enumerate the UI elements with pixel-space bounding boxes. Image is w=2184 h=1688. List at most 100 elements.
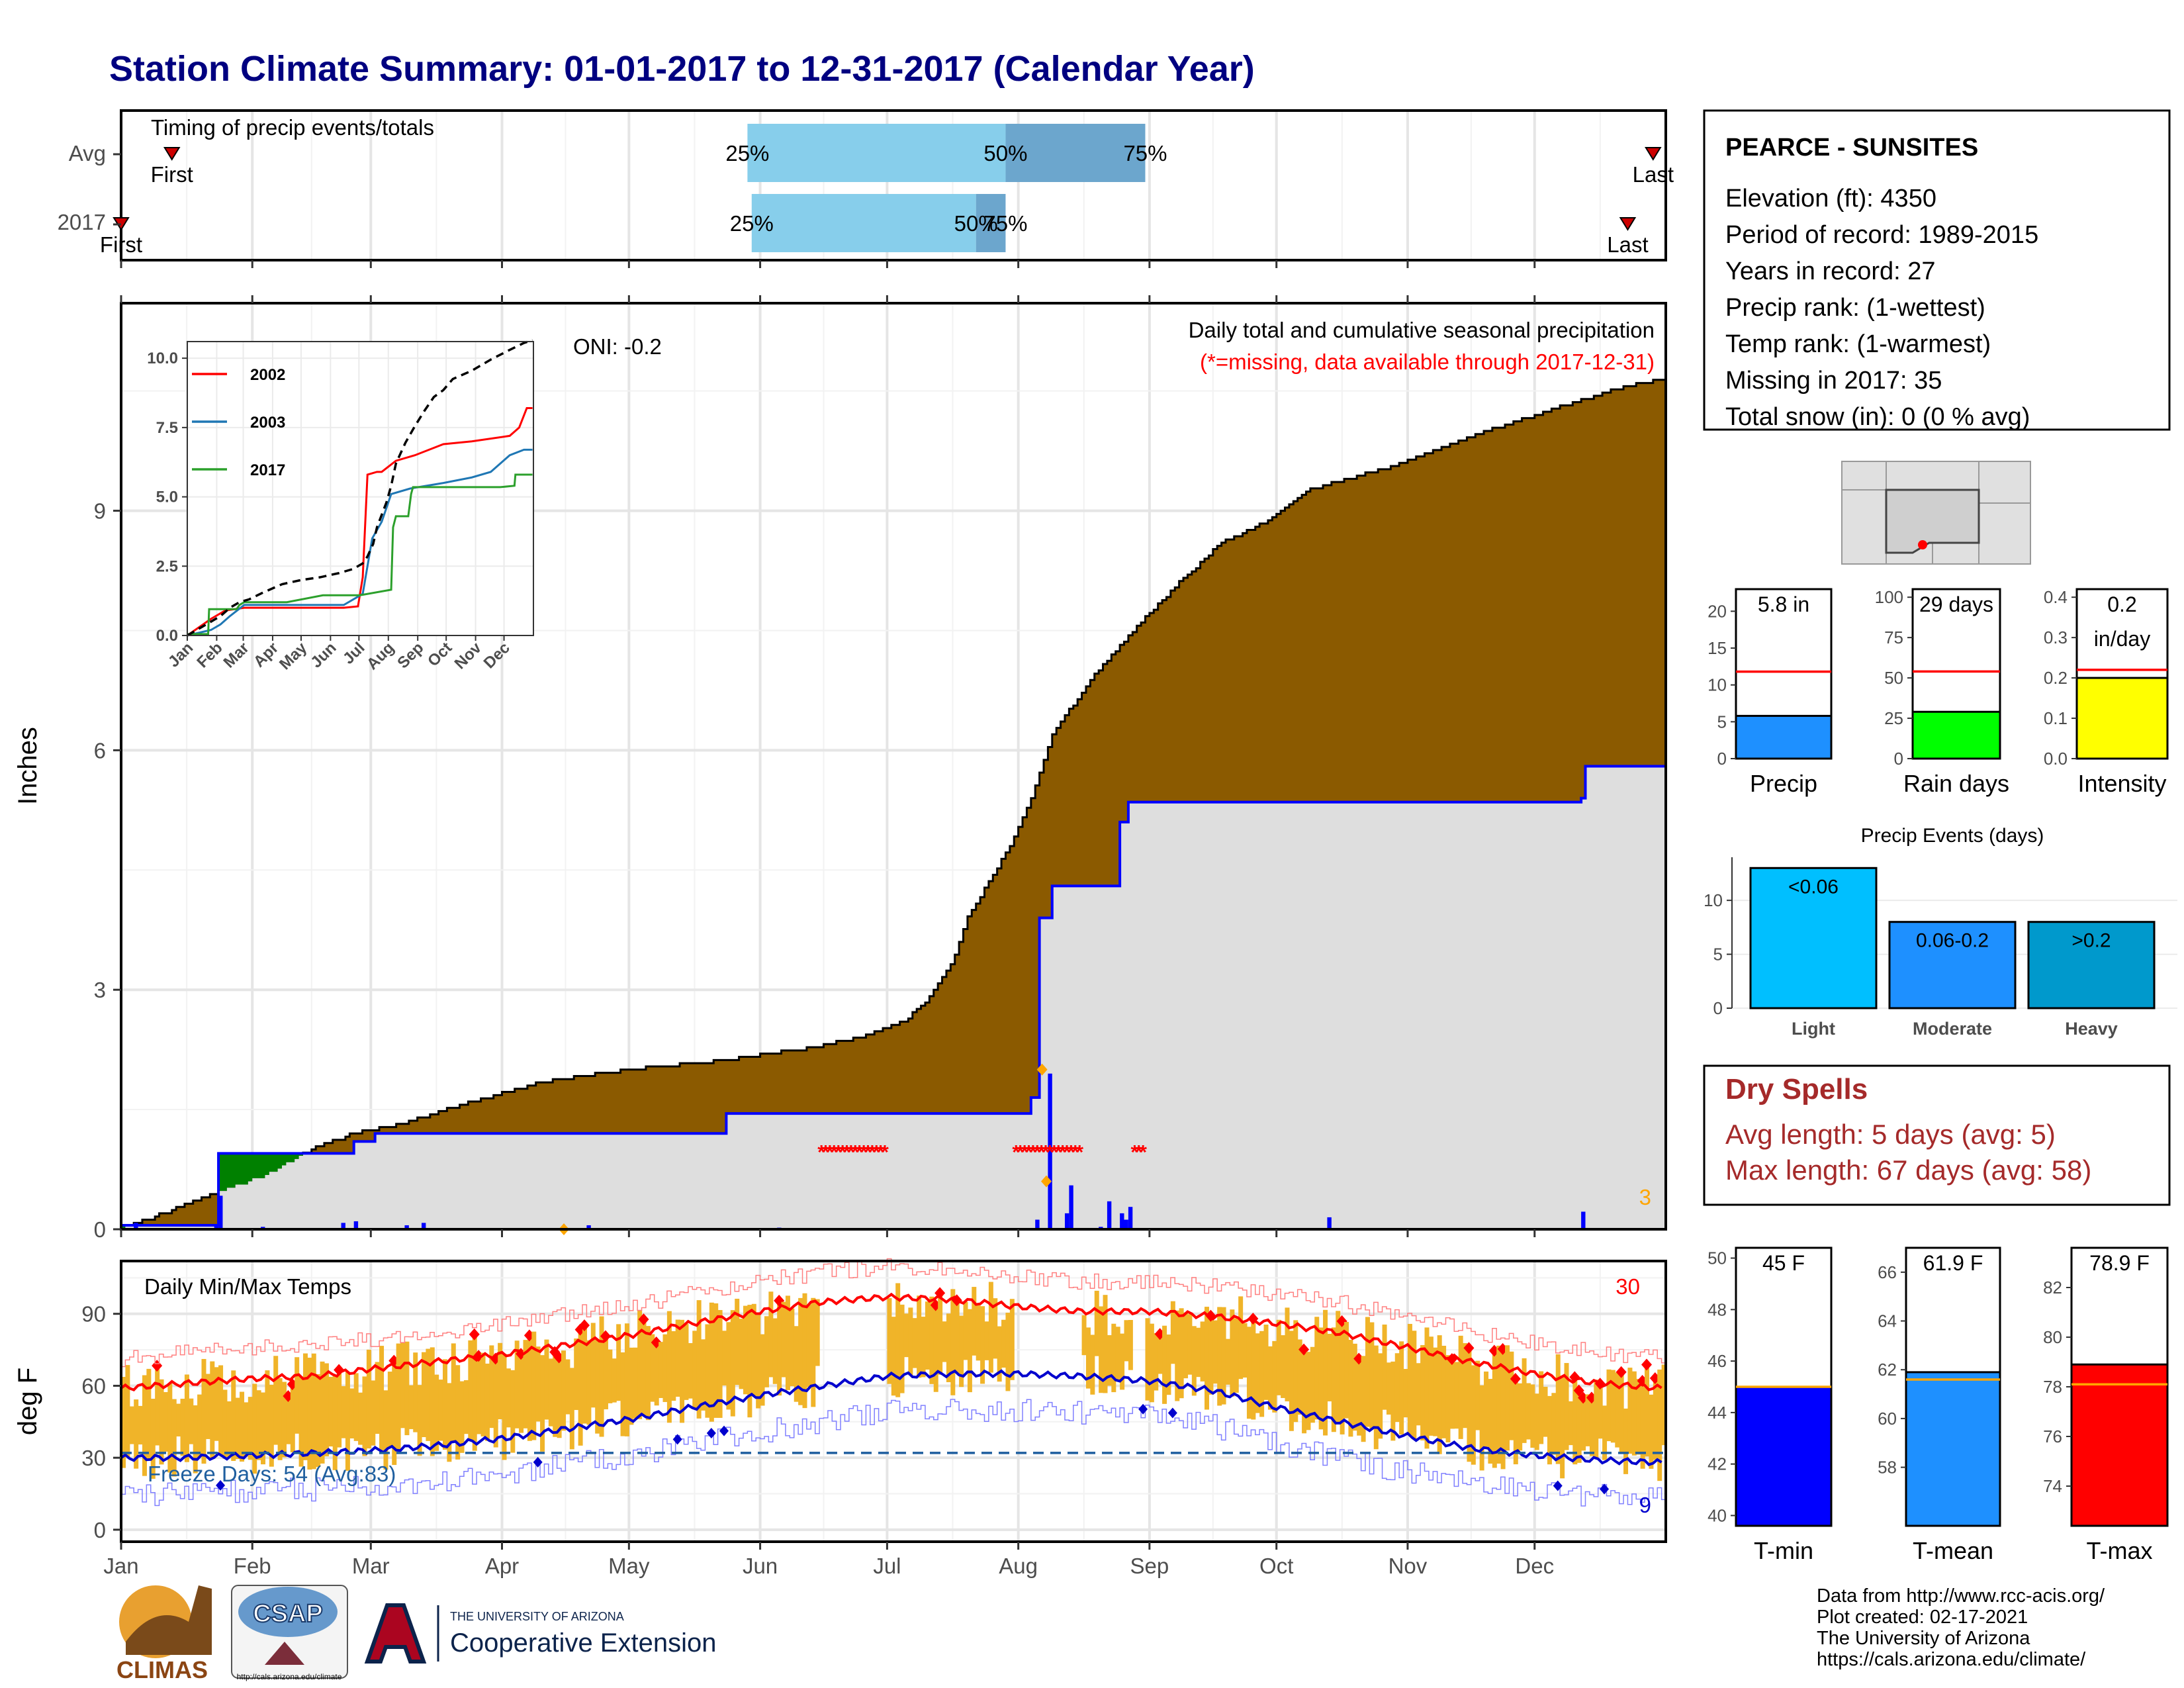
record-low-marker: [533, 1456, 543, 1468]
daily-temp-range-bar: [1352, 1343, 1357, 1431]
inset-x-tick-label: Apr: [250, 639, 282, 671]
inset-x-tick-label: Dec: [480, 639, 514, 672]
daily-temp-range-bar: [387, 1372, 392, 1448]
inset-x-tick-label: Mar: [220, 639, 253, 671]
station-info-line: Missing in 2017: 35: [1725, 367, 1942, 395]
timing-last-label: Last: [1633, 162, 1674, 187]
temp-y-tick-label: 30: [81, 1446, 106, 1470]
daily-temp-range-bar: [265, 1370, 270, 1454]
daily-temp-range-bar: [1441, 1346, 1447, 1438]
daily-temp-range-bar: [1336, 1311, 1341, 1424]
daily-temp-range-bar: [709, 1302, 714, 1422]
daily-temp-range-bar: [1518, 1383, 1523, 1451]
daily-temp-range-bar: [472, 1334, 477, 1451]
timing-last-marker: [1619, 217, 1637, 231]
daily-temp-range-bar: [138, 1405, 143, 1445]
daily-temp-range-bar: [1551, 1393, 1557, 1455]
daily-temp-range-bar: [887, 1298, 892, 1384]
daily-temp-range-bar: [1323, 1309, 1328, 1436]
daily-temp-range-bar: [1344, 1322, 1349, 1419]
inset-y-tick-label: 10.0: [147, 350, 178, 367]
daily-temp-range-bar: [1302, 1349, 1307, 1434]
mini-bar-chart-precip: 0 5 10 15 20 5.8 in Precip: [1707, 588, 1833, 797]
daily-record-marker: [1036, 1063, 1048, 1076]
daily-temp-range-bar: [468, 1340, 473, 1440]
mini-bar-value-label: 29 days: [1919, 592, 1993, 616]
mini-bar-name: Rain days: [1903, 770, 2009, 797]
timing-q75-label: 75%: [1123, 141, 1167, 165]
daily-temp-range-bar: [1505, 1345, 1510, 1451]
daily-temp-range-bar: [912, 1318, 917, 1368]
missing-day-marker: *: [826, 1141, 834, 1163]
inset-y-tick-label: 5.0: [156, 489, 178, 506]
daily-temp-range-bar: [463, 1380, 469, 1434]
mini-bar-y-tick-label: 0.3: [2044, 628, 2068, 647]
station-name: PEARCE - SUNSITES: [1725, 134, 1978, 162]
daily-temp-range-bar: [899, 1304, 905, 1393]
daily-temp-range-bar: [510, 1370, 516, 1453]
mini-bar-name: Precip: [1750, 770, 1817, 797]
daily-temp-range-bar: [201, 1358, 206, 1464]
mini-bar-y-tick-label: 80: [2043, 1327, 2062, 1347]
inset-x-tick-label: Sep: [394, 639, 427, 672]
daily-temp-range-bar: [1386, 1362, 1391, 1415]
daily-temp-range-bar: [722, 1331, 727, 1385]
daily-temp-range-bar: [426, 1348, 431, 1441]
daily-temp-range-bar: [214, 1367, 219, 1441]
missing-day-marker: *: [1021, 1141, 1028, 1163]
mini-bar-y-tick-label: 75: [1884, 628, 1903, 647]
daily-temp-range-bar: [540, 1355, 545, 1452]
inset-series-line: [187, 339, 533, 637]
avg-max-temp-line: [120, 1292, 1662, 1391]
mini-bar-y-tick-label: 76: [2043, 1427, 2062, 1446]
mini-bar-y-tick-label: 100: [1875, 587, 1903, 607]
daily-temp-range-bar: [1204, 1307, 1209, 1410]
daily-temp-range-bar: [1500, 1348, 1506, 1470]
missing-day-marker: *: [843, 1141, 851, 1163]
mini-bar-y-tick-label: 40: [1707, 1505, 1727, 1525]
events-bar-label: 0.06-0.2: [1916, 930, 1989, 952]
mini-bar-value-label: 0.2: [2107, 592, 2136, 616]
missing-day-marker: *: [1050, 1141, 1058, 1163]
daily-temp-range-bar: [743, 1305, 748, 1395]
daily-temp-range-bar: [307, 1357, 312, 1470]
daily-temp-range-bar: [1005, 1313, 1011, 1391]
daily-temp-range-bar: [1454, 1362, 1459, 1429]
daily-temp-range-bar: [561, 1350, 567, 1431]
mini-bar-value: [2075, 677, 2169, 760]
daily-temp-range-bar: [938, 1293, 943, 1375]
mini-bar-value: [2070, 1363, 2169, 1527]
daily-temp-range-bar: [197, 1394, 203, 1458]
logo-csap: CSAP http://cals.arizona.edu/climate: [231, 1585, 348, 1681]
mini-bar-y-tick-label: 0.2: [2044, 668, 2068, 688]
daily-temp-range-bar: [1627, 1368, 1633, 1454]
freeze-days-label: Freeze Days: 54 (Avg:83): [148, 1462, 396, 1486]
daily-temp-range-bar: [484, 1363, 490, 1441]
timing-bar-q25-q50: [751, 194, 976, 252]
daily-temp-range-bar: [477, 1356, 482, 1434]
dry-spells-max: Max length: 67 days (avg: 58): [1725, 1154, 2091, 1186]
dry-spells-title: Dry Spells: [1725, 1073, 1868, 1105]
daily-temp-range-bar: [451, 1343, 456, 1443]
daily-temp-range-bar: [1492, 1350, 1497, 1468]
daily-temp-range-bar: [332, 1376, 338, 1470]
record-min-temp-line: [121, 1399, 1666, 1507]
daily-temp-range-bar: [438, 1380, 443, 1441]
daily-temp-range-bar: [1191, 1326, 1197, 1396]
daily-temp-range-bar: [527, 1335, 532, 1441]
daily-temp-range-bar: [455, 1365, 461, 1460]
daily-temp-range-bar: [777, 1300, 782, 1396]
precip-chart-subtitle: (*=missing, data available through 2017-…: [1200, 350, 1655, 374]
daily-temp-range-bar: [1124, 1320, 1129, 1362]
mini-bar-charts: 0 5 10 15 20 5.8 in Precip 0 25 50 75 100 29 days Rai…: [1707, 587, 2169, 797]
daily-temp-range-bar: [434, 1374, 439, 1451]
daily-temp-range-bar: [1623, 1408, 1629, 1474]
daily-precip-bar: [422, 1223, 426, 1229]
mini-bar-y-tick-label: 60: [1878, 1409, 1897, 1429]
daily-temp-range-bar: [895, 1283, 901, 1397]
daily-temp-range-bar: [633, 1347, 638, 1419]
daily-temp-range-bar: [1619, 1372, 1624, 1454]
month-tick-label: Feb: [234, 1554, 271, 1578]
mini-bar-y-tick-label: 0: [1717, 749, 1727, 769]
